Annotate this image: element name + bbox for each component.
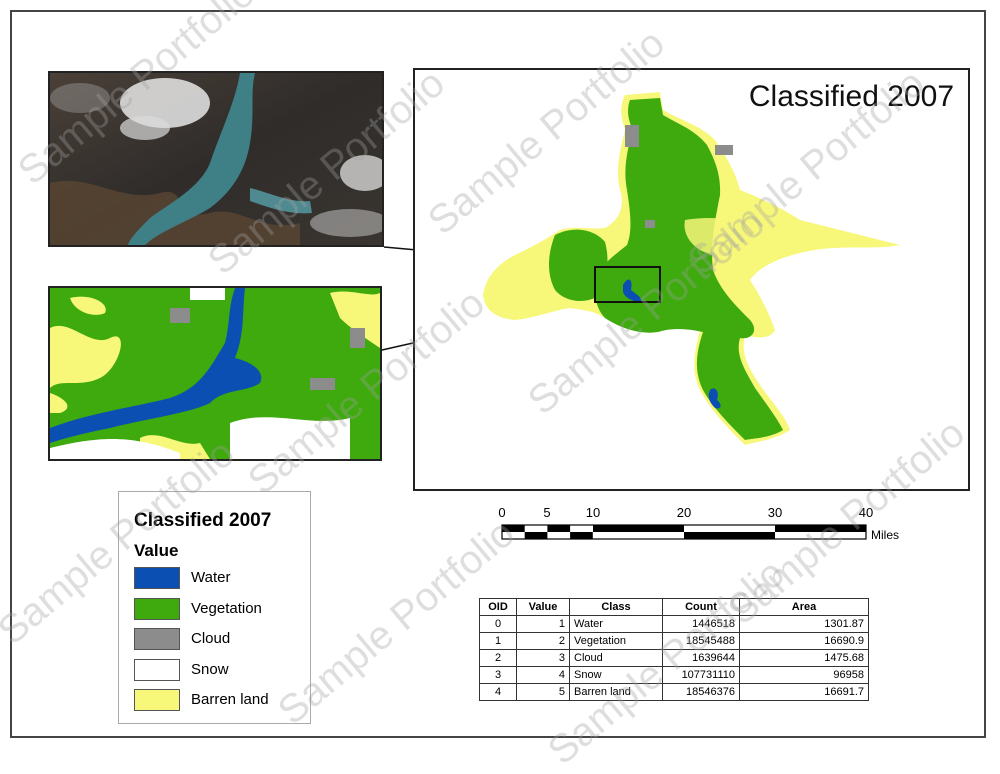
table-cell: 2 — [479, 649, 517, 667]
table-row: 0 1 Water 1446518 1301.87 — [479, 615, 869, 633]
scale-tick-label: 0 — [498, 505, 506, 520]
legend-item-cloud: Cloud — [134, 628, 304, 652]
table-cell: Vegetation — [569, 632, 663, 650]
legend-item-snow: Snow — [134, 659, 304, 683]
legend-label: Vegetation — [191, 600, 262, 617]
classified-zoom-inset — [48, 286, 382, 461]
table-cell: 16691.7 — [739, 683, 869, 701]
table-cell: Cloud — [569, 649, 663, 667]
table-cell: 1475.68 — [739, 649, 869, 667]
scale-tick-label: 30 — [767, 505, 783, 520]
water-swatch — [134, 567, 180, 589]
legend: Classified 2007 Value Water Vegetation C… — [118, 491, 311, 724]
legend-label: Cloud — [191, 630, 231, 647]
scale-bar-graphic — [501, 524, 867, 540]
table-row: 3 4 Snow 107731110 96958 — [479, 666, 869, 684]
table-cell: 4 — [479, 683, 517, 701]
column-header: OID — [479, 598, 517, 616]
column-header: Count — [662, 598, 740, 616]
column-header: Class — [569, 598, 663, 616]
table-cell: 0 — [479, 615, 517, 633]
table-cell: 18545488 — [662, 632, 740, 650]
column-header: Area — [739, 598, 869, 616]
table-cell: 1 — [479, 632, 517, 650]
table-cell: 16690.9 — [739, 632, 869, 650]
scale-units: Miles — [871, 528, 900, 542]
vegetation-swatch — [134, 598, 180, 620]
table-row: 4 5 Barren land 18546376 16691.7 — [479, 683, 869, 701]
legend-subtitle: Value — [134, 541, 179, 560]
legend-item-water: Water — [134, 567, 304, 591]
table-row: 1 2 Vegetation 18545488 16690.9 — [479, 632, 869, 650]
table-cell: Water — [569, 615, 663, 633]
snow-swatch — [134, 659, 180, 681]
table-cell: 18546376 — [662, 683, 740, 701]
legend-label: Snow — [191, 661, 229, 678]
satellite-inset — [48, 71, 384, 247]
cloud-swatch — [134, 628, 180, 650]
legend-label: Barren land — [191, 691, 269, 708]
table-row: 2 3 Cloud 1639644 1475.68 — [479, 649, 869, 667]
legend-label: Water — [191, 569, 231, 586]
table-header-row: OID Value Class Count Area — [479, 598, 869, 616]
table-cell: 107731110 — [662, 666, 740, 684]
barren-land-swatch — [134, 689, 180, 711]
legend-item-vegetation: Vegetation — [134, 598, 304, 622]
scale-tick-label: 10 — [585, 505, 601, 520]
table-cell: 5 — [516, 683, 570, 701]
scale-bar: 0 5 10 20 30 40 Miles — [495, 505, 915, 545]
legend-title: Classified 2007 — [134, 510, 272, 531]
legend-item-barren-land: Barren land — [134, 689, 304, 713]
table-cell: 1446518 — [662, 615, 740, 633]
column-header: Value — [516, 598, 570, 616]
scale-tick-label: 20 — [676, 505, 692, 520]
table-cell: 4 — [516, 666, 570, 684]
table-cell: 1301.87 — [739, 615, 869, 633]
table-cell: 1 — [516, 615, 570, 633]
table-cell: 3 — [479, 666, 517, 684]
table-cell: 1639644 — [662, 649, 740, 667]
scale-tick-label: 40 — [858, 505, 874, 520]
table-cell: 2 — [516, 632, 570, 650]
main-classified-map: Classified 2007 — [413, 68, 970, 491]
table-cell: Snow — [569, 666, 663, 684]
table-cell: Barren land — [569, 683, 663, 701]
attribute-table: OID Value Class Count Area 0 1 Water 144… — [479, 598, 869, 701]
table-cell: 3 — [516, 649, 570, 667]
table-cell: 96958 — [739, 666, 869, 684]
map-title: Classified 2007 — [748, 80, 954, 113]
scale-tick-label: 5 — [543, 505, 551, 520]
